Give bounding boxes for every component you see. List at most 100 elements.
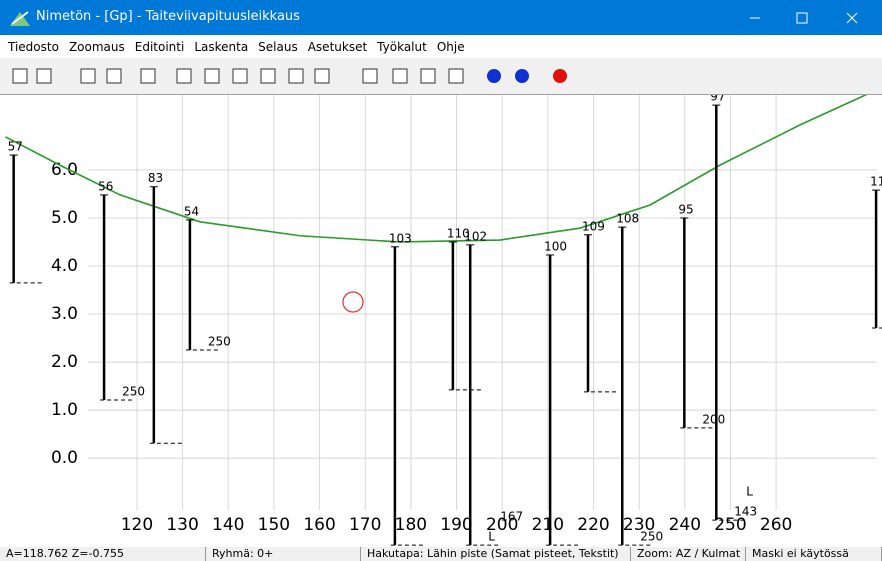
y-tick-label: 3.0 bbox=[51, 304, 78, 324]
toolbar-button[interactable] bbox=[80, 68, 96, 84]
toolbar bbox=[0, 58, 882, 95]
menu-item[interactable]: Työkalut bbox=[377, 39, 427, 54]
menu-item[interactable]: Ohje bbox=[436, 39, 465, 54]
profile-drawing: 120 130 140 150 160 170 180 190 200 210 220 230 240 2… bbox=[5, 95, 882, 546]
x-tick-label: 150 bbox=[258, 515, 290, 535]
toolbar-button[interactable] bbox=[420, 68, 436, 84]
icon bbox=[36, 68, 52, 84]
borehole: 102 L 167 bbox=[464, 229, 523, 546]
icon bbox=[232, 68, 248, 84]
borehole-label: 110 bbox=[447, 226, 470, 240]
borehole-label: 54 bbox=[184, 204, 199, 218]
menu-item[interactable]: Tiedosto bbox=[8, 39, 59, 54]
borehole-label: 109 bbox=[582, 219, 605, 233]
toolbar-button[interactable] bbox=[314, 68, 330, 84]
icon bbox=[80, 68, 96, 84]
x-tick-label: 170 bbox=[349, 515, 381, 535]
borehole-label: 100 bbox=[544, 239, 567, 253]
toolbar-button[interactable] bbox=[204, 68, 220, 84]
borehole: 57 bbox=[8, 140, 44, 284]
icon bbox=[515, 69, 529, 83]
y-tick-label: 5.0 bbox=[51, 208, 78, 228]
icon bbox=[204, 68, 220, 84]
icon bbox=[362, 68, 378, 84]
window-title: Nimetön - [Gp] - Taiteviivapituusleikkau… bbox=[36, 9, 300, 24]
toolbar-button[interactable] bbox=[553, 69, 567, 83]
borehole-label: 102 bbox=[464, 229, 487, 243]
toolbar-button[interactable] bbox=[140, 68, 156, 84]
icon bbox=[487, 69, 501, 83]
icon bbox=[140, 68, 156, 84]
y-tick-label: 2.0 bbox=[51, 352, 78, 372]
toolbar-button[interactable] bbox=[232, 68, 248, 84]
status-field: A=118.762 Z=-0.755 bbox=[0, 547, 206, 561]
toolbar-button[interactable] bbox=[448, 68, 464, 84]
borehole-label: 103 bbox=[389, 231, 412, 245]
icon bbox=[176, 68, 192, 84]
x-tick-label: 140 bbox=[212, 515, 244, 535]
title-bar: Nimetön - [Gp] - Taiteviivapituusleikkau… bbox=[0, 0, 882, 35]
icon bbox=[260, 68, 276, 84]
toolbar-button[interactable] bbox=[12, 68, 28, 84]
status-field: Hakutapa: Lähin piste (Samat pisteet, Te… bbox=[361, 547, 631, 561]
borehole: 109 bbox=[582, 219, 619, 393]
menu-item[interactable]: Asetukset bbox=[307, 39, 368, 54]
close[interactable] bbox=[846, 12, 858, 24]
toolbar-button[interactable] bbox=[515, 69, 529, 83]
borehole: 103 bbox=[389, 231, 425, 546]
status-field: Zoom: AZ / Kulmat bbox=[631, 547, 746, 561]
borehole: 83 bbox=[148, 171, 184, 444]
icon bbox=[448, 68, 464, 84]
icon bbox=[288, 68, 304, 84]
borehole-label: 95 bbox=[678, 202, 693, 216]
borehole-label: 108 bbox=[616, 212, 639, 226]
icon bbox=[106, 68, 122, 84]
borehole: 54 250 bbox=[184, 204, 231, 351]
x-tick-label: 120 bbox=[121, 515, 153, 535]
x-tick-label: 240 bbox=[669, 515, 701, 535]
borehole-note: 250 bbox=[640, 530, 663, 544]
y-tick-label: 1.0 bbox=[51, 400, 78, 420]
toolbar-button[interactable] bbox=[362, 68, 378, 84]
borehole-label: 83 bbox=[148, 171, 163, 185]
toolbar-button[interactable] bbox=[36, 68, 52, 84]
x-tick-label: 230 bbox=[623, 515, 655, 535]
borehole-label: 57 bbox=[8, 140, 23, 154]
borehole-note: 167 bbox=[500, 510, 523, 524]
status-bar: A=118.762 Z=-0.755 Ryhmä: 0+ Hakutapa: Läh… bbox=[0, 547, 882, 561]
borehole: 100 bbox=[544, 239, 581, 546]
menu-item[interactable]: Editointi bbox=[134, 39, 185, 54]
toolbar-button[interactable] bbox=[487, 69, 501, 83]
menu-bar: Tiedosto Zoomaus Editointi Laskenta Selaus As… bbox=[0, 35, 882, 58]
borehole-note: 250 bbox=[122, 385, 145, 399]
icon bbox=[420, 68, 436, 84]
borehole: 56 250 bbox=[98, 179, 145, 401]
x-tick-label: 200 bbox=[486, 515, 518, 535]
x-tick-label: 180 bbox=[395, 515, 427, 535]
menu-item[interactable]: Zoomaus bbox=[68, 39, 125, 54]
borehole: 97 143 L bbox=[710, 95, 757, 521]
window-controls[interactable] bbox=[732, 0, 882, 35]
toolbar-button[interactable] bbox=[260, 68, 276, 84]
icon bbox=[314, 68, 330, 84]
status-field: Ryhmä: 0+ bbox=[206, 547, 361, 561]
toolbar-button[interactable] bbox=[392, 68, 408, 84]
x-tick-label: 210 bbox=[532, 515, 564, 535]
borehole-note: 250 bbox=[208, 335, 231, 349]
cursor-marker bbox=[342, 291, 364, 313]
icon bbox=[553, 69, 567, 83]
icon bbox=[392, 68, 408, 84]
x-tick-label: 130 bbox=[166, 515, 198, 535]
borehole: 95 200 bbox=[678, 202, 725, 429]
maximize[interactable] bbox=[796, 12, 808, 24]
toolbar-button[interactable] bbox=[106, 68, 122, 84]
y-tick-label: 4.0 bbox=[51, 256, 78, 276]
menu-item[interactable]: Selaus bbox=[258, 39, 298, 54]
borehole-note: 200 bbox=[702, 412, 725, 426]
x-tick-label: 190 bbox=[440, 515, 472, 535]
toolbar-button[interactable] bbox=[288, 68, 304, 84]
toolbar-button[interactable] bbox=[176, 68, 192, 84]
menu-item[interactable]: Laskenta bbox=[194, 39, 249, 54]
borehole-note: 143 bbox=[734, 505, 757, 519]
